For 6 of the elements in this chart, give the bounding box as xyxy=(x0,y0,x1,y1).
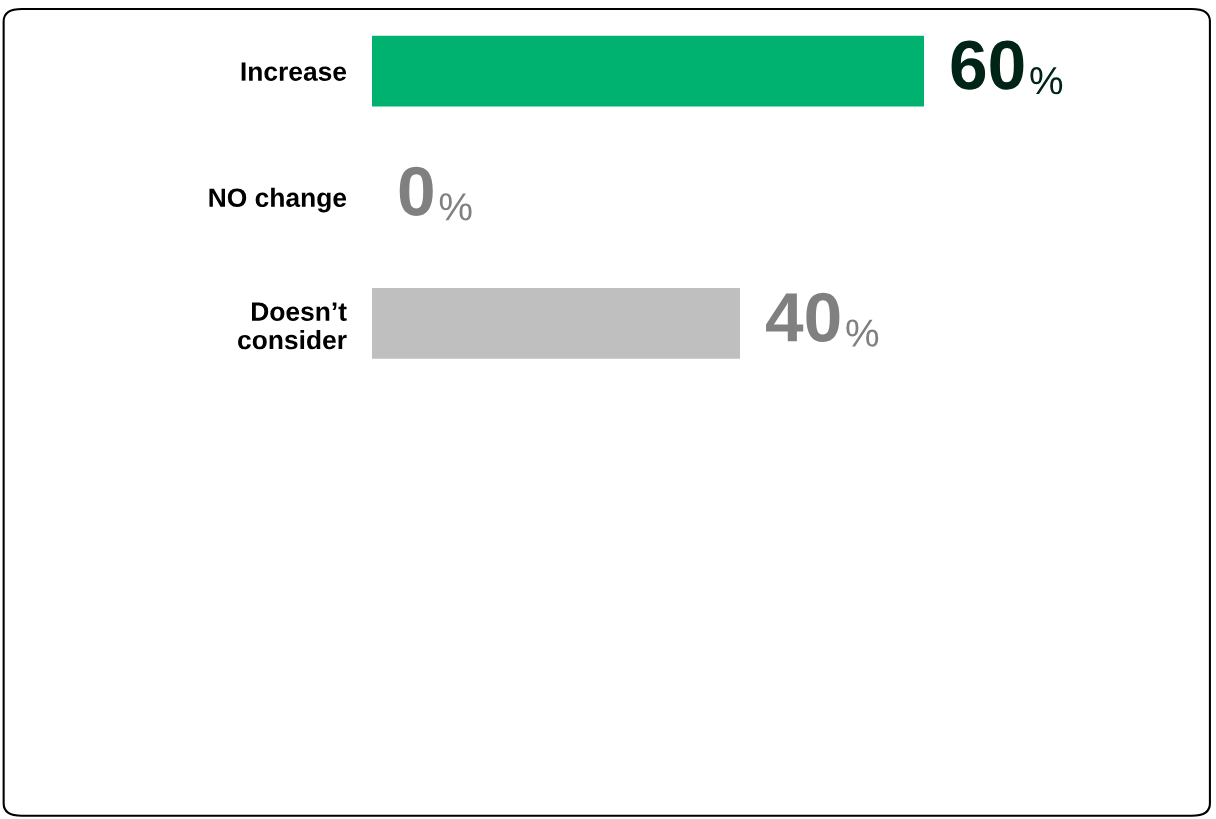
data-label: 40% xyxy=(766,292,879,347)
y-tick-label: Doesn’t consider xyxy=(238,302,347,350)
y-tick-label: NO change xyxy=(209,187,347,213)
data-label: 60% xyxy=(951,40,1063,95)
data-label: 0% xyxy=(399,166,472,221)
y-tick-label: Increase xyxy=(241,62,347,81)
